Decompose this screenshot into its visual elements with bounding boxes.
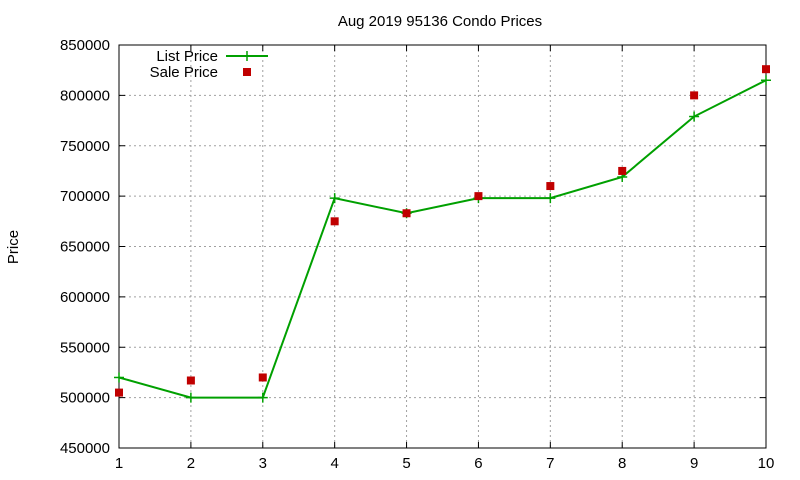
chart-title: Aug 2019 95136 Condo Prices [338,13,542,30]
sale-price-point [474,192,483,201]
legend-label-list-price: List Price [156,48,218,65]
sale-price-point [762,65,770,74]
x-tick-label: 7 [546,455,554,472]
sale-price-point [186,376,195,385]
x-tick-label: 8 [618,455,626,472]
plot-frame [118,44,767,449]
y-tick-label: 450000 [60,440,110,457]
sale-price-point [690,91,699,100]
list-price-line [118,79,767,399]
list-price-point [185,392,196,403]
x-tick-label: 5 [402,455,410,472]
x-tick-label: 9 [690,455,698,472]
list-price-point [257,392,268,403]
x-tick-label: 4 [330,455,338,472]
y-tick-label: 800000 [60,87,110,104]
y-tick-label: 550000 [60,339,110,356]
legend-label-sale-price: Sale Price [150,64,218,81]
sale-price-series [115,65,770,397]
list-price-point [761,75,771,86]
y-axis-label: Price [5,230,22,264]
sale-price-point [618,166,627,175]
y-tick-label: 750000 [60,138,110,155]
list-price-point [689,111,700,122]
x-axis-ticks: 1 2 3 4 5 6 7 8 9 10 [115,45,775,472]
y-axis-ticks: 450000 500000 550000 600000 650000 700000 7500… [60,37,766,457]
grid-lines [119,45,766,448]
x-tick-label: 6 [474,455,482,472]
sale-price-point [330,217,339,226]
x-tick-label: 3 [259,455,267,472]
x-tick-label: 1 [115,455,123,472]
list-price-series [114,75,771,403]
y-tick-label: 700000 [60,188,110,205]
sale-price-point [546,182,555,191]
y-tick-label: 850000 [60,37,110,54]
sale-price-point [258,373,267,382]
sale-price-point [115,388,123,397]
x-tick-label: 10 [758,455,775,472]
sale-price-point [402,209,411,218]
list-price-point [545,193,556,204]
list-price-point [329,193,340,204]
legend-swatch-sale-price [243,68,251,76]
y-tick-label: 650000 [60,239,110,256]
list-price-point [114,372,124,383]
series-layer [114,65,771,403]
y-tick-label: 600000 [60,289,110,306]
legend-marker-list-price [242,51,252,61]
x-tick-label: 2 [187,455,195,472]
y-tick-label: 500000 [60,390,110,407]
